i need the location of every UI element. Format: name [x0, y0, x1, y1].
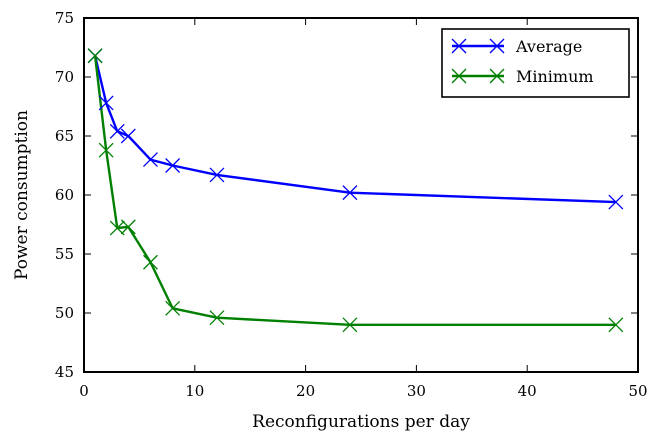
x-axis-label: Reconfigurations per day — [252, 412, 470, 432]
x-tick-label: 40 — [518, 382, 537, 400]
data-point-average — [109, 123, 125, 139]
data-point-minimum — [143, 254, 158, 270]
y-tick-label: 55 — [55, 245, 74, 263]
data-point-average — [98, 95, 114, 111]
tick-labels: 0 10 20 30 40 50 45 50 55 60 65 70 75 — [55, 9, 648, 400]
data-point-average — [165, 158, 181, 173]
y-tick-label: 50 — [55, 304, 74, 322]
legend-label-minimum: Minimum — [516, 67, 594, 86]
data-point-minimum — [120, 219, 136, 235]
data-point-average — [143, 152, 158, 168]
y-tick-label: 60 — [55, 186, 74, 204]
legend-marker-average — [451, 38, 467, 54]
data-point-minimum — [165, 300, 181, 316]
x-tick-label: 20 — [296, 382, 315, 400]
data-point-minimum — [608, 317, 624, 333]
legend-box — [441, 28, 630, 98]
y-tick-label: 65 — [55, 127, 74, 145]
x-tick-label: 10 — [185, 382, 204, 400]
x-tick-label: 30 — [407, 382, 426, 400]
legend: Average Minimum — [441, 28, 630, 98]
series-markers — [87, 48, 624, 333]
data-point-average — [209, 167, 225, 183]
y-tick-label: 75 — [55, 9, 74, 27]
legend-marker-average — [489, 38, 505, 54]
data-point-minimum — [342, 317, 358, 333]
data-point-average — [608, 194, 624, 210]
x-tick-label: 50 — [628, 382, 647, 400]
y-tick-label: 70 — [55, 68, 74, 86]
data-point-average — [342, 185, 358, 201]
data-point-average — [120, 128, 136, 144]
data-point-minimum — [209, 310, 225, 326]
y-tick-label: 45 — [55, 363, 74, 381]
plot-frame — [83, 17, 639, 373]
data-point-minimum — [98, 142, 114, 158]
legend-marker-minimum — [451, 68, 467, 84]
legend-label-average: Average — [515, 37, 582, 56]
legend-marker-minimum — [489, 68, 505, 84]
x-tick-label: 0 — [79, 382, 89, 400]
y-axis-label: Power consumption — [12, 110, 32, 280]
data-point-minimum — [87, 48, 103, 64]
